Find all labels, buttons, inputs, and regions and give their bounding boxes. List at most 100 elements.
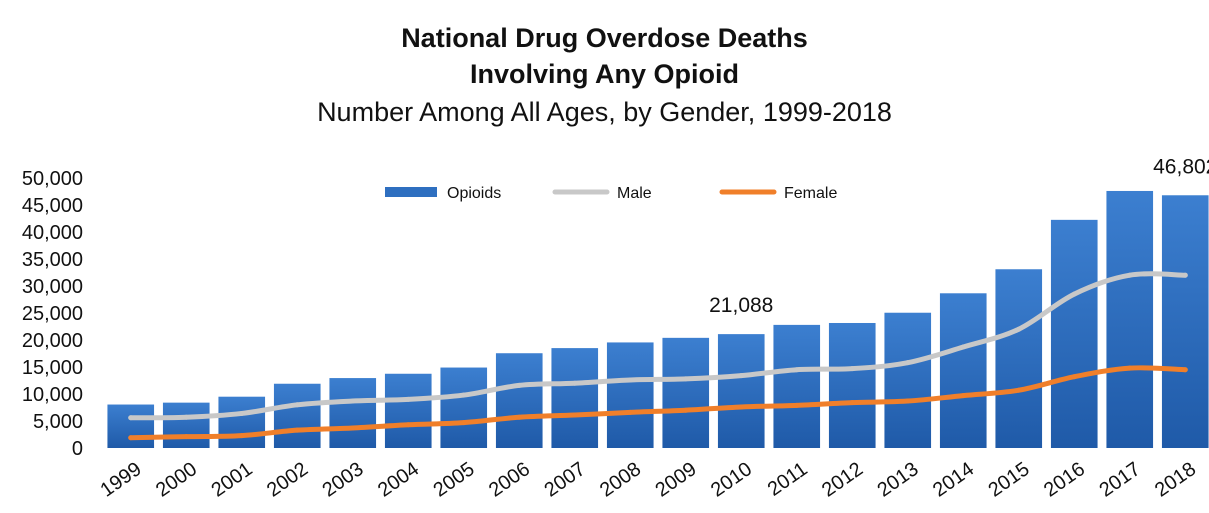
x-axis: 1999 2000 2001 2002 2003 2004 2005 2006 2007 2008… xyxy=(97,458,1201,502)
point-female-2007 xyxy=(572,412,578,418)
point-female-2011 xyxy=(794,402,800,408)
point-female-2002 xyxy=(294,427,300,433)
x-tick-label-2002: 2002 xyxy=(263,458,312,502)
point-female-2006 xyxy=(516,414,522,420)
x-tick-label-2012: 2012 xyxy=(818,458,867,502)
y-tick-label: 15,000 xyxy=(22,357,83,379)
bar-2011 xyxy=(773,324,821,448)
point-male-2003 xyxy=(350,398,356,404)
data-label-2018: 46,802 xyxy=(1153,155,1209,178)
bar-2009 xyxy=(662,337,710,448)
chart-title-block: National Drug Overdose Deaths Involving … xyxy=(0,20,1209,132)
point-female-2005 xyxy=(461,420,467,426)
bar-2003 xyxy=(329,378,377,448)
x-tick-label-2001: 2001 xyxy=(208,458,257,502)
bar-2008 xyxy=(606,342,654,448)
bar-2012 xyxy=(828,322,876,448)
y-tick-label: 5,000 xyxy=(33,411,83,433)
chart-title-line-2: Involving Any Opioid xyxy=(470,59,739,89)
point-male-2010 xyxy=(738,373,744,379)
point-female-2018 xyxy=(1182,367,1188,373)
point-male-2004 xyxy=(405,396,411,402)
x-tick-label-2011: 2011 xyxy=(764,458,812,501)
bar-2017 xyxy=(1106,190,1154,448)
x-tick-label-2006: 2006 xyxy=(485,458,534,502)
bar-2010 xyxy=(717,334,765,448)
point-female-2017 xyxy=(1127,365,1133,371)
y-tick-label: 10,000 xyxy=(22,384,83,406)
bar-2000 xyxy=(162,402,210,448)
point-male-2013 xyxy=(905,360,911,366)
point-female-2012 xyxy=(849,400,855,406)
point-female-2010 xyxy=(738,404,744,410)
legend: Opioids Male Female xyxy=(385,185,837,202)
x-tick-label-2018: 2018 xyxy=(1151,458,1200,502)
point-female-2004 xyxy=(405,422,411,428)
x-tick-label-2008: 2008 xyxy=(596,458,645,502)
lines-group xyxy=(128,271,1188,441)
bar-2004 xyxy=(384,373,432,448)
x-tick-label-2007: 2007 xyxy=(541,458,590,502)
point-male-1999 xyxy=(128,415,134,421)
point-male-2017 xyxy=(1127,272,1133,278)
point-female-2009 xyxy=(683,407,689,413)
point-male-2001 xyxy=(239,410,245,416)
y-tick-label: 20,000 xyxy=(22,330,83,352)
x-tick-label-2013: 2013 xyxy=(874,458,923,502)
data-label-2010: 21,088 xyxy=(709,294,773,317)
point-female-2015 xyxy=(1016,387,1022,393)
point-male-2011 xyxy=(794,367,800,373)
x-tick-label-2005: 2005 xyxy=(430,458,479,502)
point-male-2007 xyxy=(572,380,578,386)
y-tick-label: 30,000 xyxy=(22,276,83,298)
bar-2002 xyxy=(273,383,321,448)
x-tick-label-2009: 2009 xyxy=(652,458,701,502)
point-male-2012 xyxy=(849,366,855,372)
y-tick-label: 50,000 xyxy=(22,168,83,190)
legend-swatch-opioids xyxy=(385,187,437,197)
point-male-2006 xyxy=(516,382,522,388)
x-tick-label-2017: 2017 xyxy=(1096,458,1145,502)
bar-2014 xyxy=(939,293,987,448)
bar-2013 xyxy=(884,312,932,448)
y-axis: 0 5,000 10,000 15,000 20,000 25,000 30,000 35,0… xyxy=(22,168,83,460)
point-male-2009 xyxy=(683,376,689,382)
bar-2001 xyxy=(218,396,266,448)
bar-2016 xyxy=(1050,219,1098,448)
x-tick-label-2014: 2014 xyxy=(929,458,978,502)
y-tick-label: 0 xyxy=(72,438,83,460)
bar-2007 xyxy=(551,348,599,448)
point-female-1999 xyxy=(128,435,134,441)
point-female-2000 xyxy=(183,434,189,440)
bar-2018 xyxy=(1161,195,1209,448)
point-female-2001 xyxy=(239,433,245,439)
point-male-2000 xyxy=(183,414,189,420)
point-male-2005 xyxy=(461,392,467,398)
y-tick-label: 35,000 xyxy=(22,249,83,271)
point-male-2018 xyxy=(1182,272,1188,278)
point-female-2013 xyxy=(905,398,911,404)
x-tick-label-2004: 2004 xyxy=(374,458,423,502)
y-tick-label: 25,000 xyxy=(22,303,83,325)
bar-2015 xyxy=(995,269,1043,448)
x-tick-label-1999: 1999 xyxy=(97,458,146,502)
point-male-2016 xyxy=(1071,291,1077,297)
y-tick-label: 40,000 xyxy=(22,222,83,244)
x-tick-label-2010: 2010 xyxy=(707,458,756,502)
x-tick-label-2016: 2016 xyxy=(1040,458,1089,502)
bar-1999 xyxy=(107,404,155,448)
chart-subtitle: Number Among All Ages, by Gender, 1999-2… xyxy=(317,97,892,127)
point-female-2008 xyxy=(627,409,633,415)
x-tick-label-2003: 2003 xyxy=(319,458,368,502)
point-female-2016 xyxy=(1071,374,1077,380)
bar-2006 xyxy=(495,353,543,448)
bars-group xyxy=(107,190,1209,448)
x-tick-label-2000: 2000 xyxy=(152,458,201,502)
bar-2005 xyxy=(440,367,488,448)
x-tick-label-2015: 2015 xyxy=(985,458,1034,502)
series-line-female xyxy=(128,365,1188,441)
point-male-2008 xyxy=(627,377,633,383)
chart-title: National Drug Overdose Deaths xyxy=(401,23,808,53)
data-labels: 21,088 46,802 xyxy=(709,155,1209,317)
